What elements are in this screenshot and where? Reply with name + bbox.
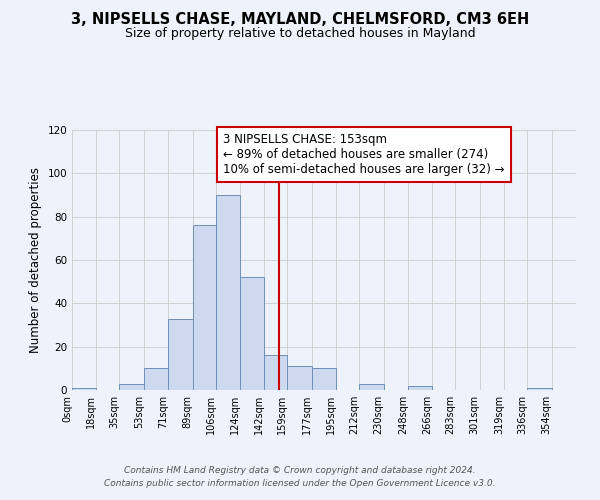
Y-axis label: Number of detached properties: Number of detached properties	[29, 167, 42, 353]
Bar	[312, 368, 336, 390]
Text: Size of property relative to detached houses in Mayland: Size of property relative to detached ho…	[125, 28, 475, 40]
Bar	[215, 195, 240, 390]
Bar	[265, 356, 287, 390]
Bar	[408, 386, 433, 390]
Bar	[72, 388, 97, 390]
Bar	[240, 278, 265, 390]
Bar	[144, 368, 168, 390]
Text: Contains HM Land Registry data © Crown copyright and database right 2024.
Contai: Contains HM Land Registry data © Crown c…	[104, 466, 496, 487]
Bar	[527, 388, 551, 390]
Text: 3, NIPSELLS CHASE, MAYLAND, CHELMSFORD, CM3 6EH: 3, NIPSELLS CHASE, MAYLAND, CHELMSFORD, …	[71, 12, 529, 28]
Bar	[119, 384, 144, 390]
Bar	[193, 226, 215, 390]
Bar	[359, 384, 383, 390]
Text: 3 NIPSELLS CHASE: 153sqm
← 89% of detached houses are smaller (274)
10% of semi-: 3 NIPSELLS CHASE: 153sqm ← 89% of detach…	[223, 132, 505, 176]
Bar	[287, 366, 312, 390]
Bar	[168, 318, 193, 390]
